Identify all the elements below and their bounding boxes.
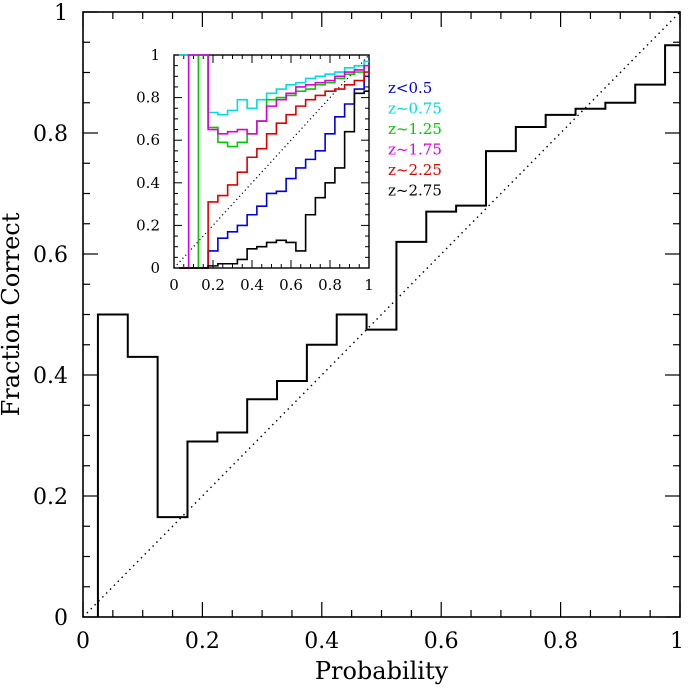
x-axis-label: Probability — [315, 657, 449, 685]
x-tick-label: 1 — [670, 629, 684, 654]
y-tick-label: 0.4 — [33, 364, 68, 389]
legend-entry: z~1.25 — [388, 120, 442, 138]
inset-series-line — [178, 90, 369, 269]
inset-x-tick-label: 0.4 — [240, 276, 264, 294]
inset-series-line — [178, 54, 369, 116]
inset-series-line — [178, 54, 369, 269]
legend-entry: z~0.75 — [388, 100, 442, 118]
inset-x-tick-label: 1 — [364, 276, 374, 294]
inset-y-tick-label: 1 — [150, 46, 160, 64]
x-tick-label: 0.4 — [304, 629, 339, 654]
inset-x-tick-label: 0.2 — [201, 276, 225, 294]
y-tick-label: 0.6 — [33, 243, 68, 268]
inset-x-tick-label: 0 — [169, 276, 179, 294]
inset-x-tick-label: 0.6 — [279, 276, 303, 294]
fraction-correct-step-line — [96, 44, 680, 617]
y-tick-label: 0.8 — [33, 122, 68, 147]
y-tick-label: 0 — [54, 606, 68, 631]
inset-plot: 0 0.2 0.4 0.6 0.8 1 0 0.2 0.4 0.6 0.8 1 z<0.5 z~0.75 z… — [136, 46, 442, 294]
inset-y-tick-label: 0.8 — [136, 89, 160, 107]
legend-entry: z~2.25 — [388, 161, 442, 179]
inset-frame — [173, 54, 370, 269]
x-tick-label: 0.6 — [424, 629, 459, 654]
inset-y-tick-label: 0.2 — [136, 216, 160, 234]
diagonal-reference-line — [82, 11, 681, 618]
inset-y-tick-label: 0.6 — [136, 131, 160, 149]
inset-y-tick-label: 0.4 — [136, 174, 160, 192]
y-tick-label: 0.2 — [33, 485, 68, 510]
y-tick-label: 1 — [54, 1, 68, 26]
inset-y-tick-label: 0 — [150, 259, 160, 277]
inset-x-tick-label: 0.8 — [318, 276, 342, 294]
y-axis-label: Fraction Correct — [0, 212, 25, 416]
inset-series-line — [178, 75, 369, 269]
legend-entry: z~1.75 — [388, 141, 442, 159]
x-tick-label: 0.2 — [185, 629, 220, 654]
legend-entry: z~2.75 — [388, 182, 442, 200]
x-tick-label: 0.8 — [543, 629, 578, 654]
x-tick-label: 0 — [76, 629, 90, 654]
legend-entry: z<0.5 — [388, 79, 432, 97]
inset-series-line — [178, 71, 369, 269]
